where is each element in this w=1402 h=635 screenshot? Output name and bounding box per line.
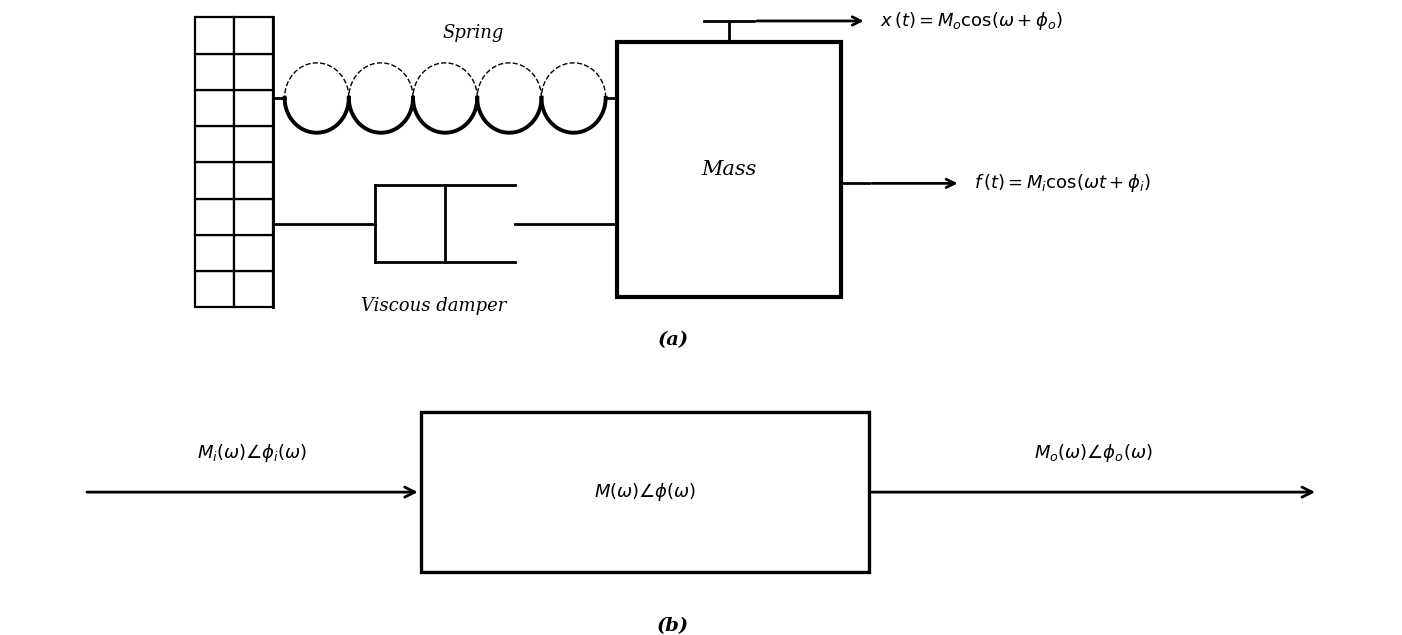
Bar xyxy=(617,42,841,297)
Bar xyxy=(195,199,234,235)
Bar xyxy=(234,126,273,163)
Text: $M_i(\omega)\angle\phi_i(\omega)$: $M_i(\omega)\angle\phi_i(\omega)$ xyxy=(198,441,307,464)
Text: Mass: Mass xyxy=(701,160,757,179)
Bar xyxy=(195,271,234,307)
Bar xyxy=(195,126,234,163)
Text: (a): (a) xyxy=(658,331,688,349)
Bar xyxy=(421,412,869,572)
Text: $f\,(t) = M_i\cos(\omega t + \phi_i)$: $f\,(t) = M_i\cos(\omega t + \phi_i)$ xyxy=(974,172,1151,194)
Bar xyxy=(234,235,273,271)
Bar xyxy=(195,90,234,126)
Bar xyxy=(195,54,234,90)
Text: $M_o(\omega)\angle\phi_o(\omega)$: $M_o(\omega)\angle\phi_o(\omega)$ xyxy=(1035,441,1152,464)
Bar xyxy=(234,199,273,235)
Bar xyxy=(195,163,234,199)
Text: (b): (b) xyxy=(658,617,688,635)
Bar xyxy=(195,18,234,54)
Bar xyxy=(234,18,273,54)
Bar xyxy=(234,54,273,90)
Bar xyxy=(234,271,273,307)
Text: Spring: Spring xyxy=(443,24,503,42)
Text: $M(\omega)\angle\phi(\omega)$: $M(\omega)\angle\phi(\omega)$ xyxy=(594,481,695,503)
Bar xyxy=(234,163,273,199)
Bar xyxy=(234,90,273,126)
Bar xyxy=(195,235,234,271)
Text: $x\,(t) = M_o\cos(\omega + \phi_o)$: $x\,(t) = M_o\cos(\omega + \phi_o)$ xyxy=(880,10,1064,32)
Text: Viscous damper: Viscous damper xyxy=(362,297,506,315)
